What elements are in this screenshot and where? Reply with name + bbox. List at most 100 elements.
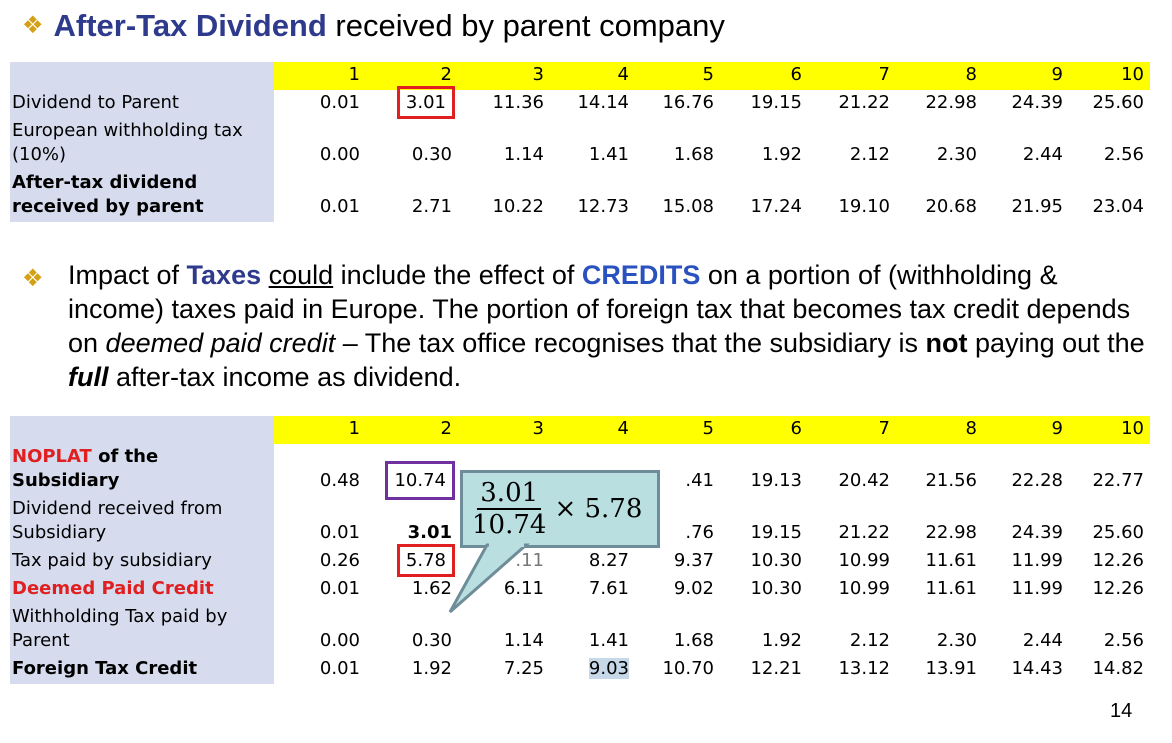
cell: 12.21 <box>750 658 802 679</box>
diamond-bullet-icon: ❖ <box>22 265 44 292</box>
cell: 22.28 <box>1011 470 1063 491</box>
tax-credit-table: 1 2 3 4 5 6 7 8 9 10 NOPLAT of the Subsid… <box>10 416 1150 684</box>
dividend-table: 1 2 3 4 5 6 7 8 9 10 Dividend to Parent … <box>10 62 1150 222</box>
cell: .41 <box>685 470 714 491</box>
cell: 21.95 <box>1011 196 1063 217</box>
slide-title: ❖ After-Tax Dividend received by parent c… <box>22 8 725 44</box>
year-col: 2 <box>366 416 458 444</box>
highlighted-cell: 10.74 <box>385 461 455 500</box>
cell: 11.99 <box>1011 578 1063 599</box>
cell: 21.22 <box>838 92 890 113</box>
cell: 8.27 <box>588 550 629 571</box>
row-label: After-tax dividend received by parent <box>10 170 274 222</box>
fraction-denominator: 10.74 <box>472 510 547 540</box>
cell: 19.10 <box>838 196 890 217</box>
cell: 0.30 <box>411 630 452 651</box>
cell: 2.44 <box>1022 630 1063 651</box>
year-header-row: 1 2 3 4 5 6 7 8 9 10 <box>10 62 1150 90</box>
table-row: Dividend to Parent 0.01 3.01 11.36 14.14… <box>10 86 1150 119</box>
formula-multiplier: × 5.78 <box>554 494 643 524</box>
cell: 0.00 <box>319 144 360 165</box>
year-col: 4 <box>550 62 635 90</box>
year-col: 3 <box>458 416 550 444</box>
formula: 3.01 10.74 × 5.78 <box>472 478 642 540</box>
cell: 10.70 <box>662 658 714 679</box>
cell: 1.92 <box>411 658 452 679</box>
cell: 22.98 <box>925 92 977 113</box>
year-col: 10 <box>1069 416 1150 444</box>
cell: 22.98 <box>925 522 977 543</box>
cell: 11.36 <box>492 92 544 113</box>
cell: 2.71 <box>411 196 452 217</box>
table-row: Tax paid by subsidiary 0.26 5.78 .11 8.2… <box>10 544 1150 577</box>
cell: 2.12 <box>849 630 890 651</box>
paragraph-text: Impact of Taxes could include the effect… <box>68 260 1145 392</box>
cell: 0.01 <box>319 658 360 679</box>
year-col: 7 <box>808 62 896 90</box>
cell: 2.56 <box>1103 144 1144 165</box>
cell: 9.03 <box>550 656 635 684</box>
cell: 12.26 <box>1092 550 1144 571</box>
cell: 13.91 <box>925 658 977 679</box>
year-header-row: 1 2 3 4 5 6 7 8 9 10 <box>10 416 1150 444</box>
cell: 14.82 <box>1092 658 1144 679</box>
cell: 13.12 <box>838 658 890 679</box>
row-label: NOPLAT of the Subsidiary <box>10 444 274 496</box>
cell: 1.14 <box>503 630 544 651</box>
cell: 24.39 <box>1011 522 1063 543</box>
cell: 2.30 <box>936 144 977 165</box>
cell: 14.14 <box>577 92 629 113</box>
cell: 1.62 <box>411 578 452 599</box>
cell: 16.76 <box>662 92 714 113</box>
row-label: Deemed Paid Credit <box>10 576 274 604</box>
cell: 20.68 <box>925 196 977 217</box>
cell: 15.08 <box>662 196 714 217</box>
year-col: 8 <box>896 416 983 444</box>
cell: 0.01 <box>319 522 360 543</box>
cell: 22.77 <box>1092 470 1144 491</box>
year-col: 9 <box>983 62 1069 90</box>
cell: 19.13 <box>750 470 802 491</box>
row-label: Foreign Tax Credit <box>10 656 274 684</box>
cell: 0.01 <box>319 578 360 599</box>
cell: 3.01 <box>407 522 452 543</box>
cell: 21.56 <box>925 470 977 491</box>
year-col: 3 <box>458 62 550 90</box>
year-col: 1 <box>274 416 366 444</box>
cell: 1.41 <box>588 630 629 651</box>
cell: 21.22 <box>838 522 890 543</box>
table-row: After-tax dividend received by parent 0.0… <box>10 170 1150 222</box>
cell: 25.60 <box>1092 522 1144 543</box>
cell: 0.01 <box>319 196 360 217</box>
cell: 1.41 <box>588 144 629 165</box>
cell: 9.37 <box>673 550 714 571</box>
cell: .11 <box>515 550 544 571</box>
row-label: European withholding tax (10%) <box>10 118 274 170</box>
highlighted-cell: 5.78 <box>396 544 456 577</box>
cell: 9.02 <box>673 578 714 599</box>
cell: 23.04 <box>1092 196 1144 217</box>
table-row: Foreign Tax Credit 0.01 1.92 7.25 9.03 1… <box>10 656 1150 684</box>
cell: 0.26 <box>319 550 360 571</box>
cell: 10.99 <box>838 578 890 599</box>
cell: 0.00 <box>319 630 360 651</box>
cell: 2.56 <box>1103 630 1144 651</box>
cell: 7.25 <box>503 658 544 679</box>
cell: 6.11 <box>503 578 544 599</box>
header-corner <box>10 416 274 444</box>
cell: 5.78 <box>366 544 458 577</box>
fraction-numerator: 3.01 <box>477 478 542 510</box>
cell: 2.12 <box>849 144 890 165</box>
cell: 24.39 <box>1011 92 1063 113</box>
year-col: 6 <box>720 416 808 444</box>
year-col: 4 <box>550 416 635 444</box>
cell: 14.43 <box>1011 658 1063 679</box>
cell: 1.14 <box>503 144 544 165</box>
cell: 1.92 <box>761 144 802 165</box>
cell: 10.30 <box>750 578 802 599</box>
cell: 11.99 <box>1011 550 1063 571</box>
table-row: Deemed Paid Credit 0.01 1.62 6.11 7.61 9… <box>10 576 1150 604</box>
highlighted-cell: 3.01 <box>396 86 456 119</box>
cell: 1.68 <box>673 630 714 651</box>
title-rest: received by parent company <box>326 8 725 43</box>
